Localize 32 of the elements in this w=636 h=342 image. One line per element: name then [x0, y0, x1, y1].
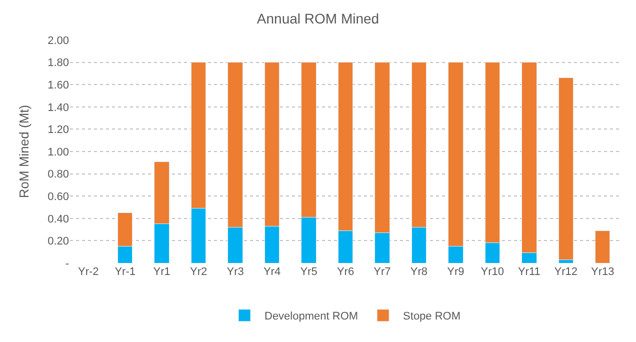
x-tick-label: Yr-2: [78, 266, 99, 278]
x-tick-label: Yr-1: [114, 266, 136, 278]
x-tick-label: Yr3: [226, 266, 244, 278]
y-tick-label: 1.20: [48, 124, 69, 136]
y-tick-label: 1.80: [48, 57, 69, 70]
legend-label: Development ROM: [264, 310, 358, 323]
chart-title: Annual ROM Mined: [256, 10, 380, 26]
x-tick-label: Yr13: [591, 266, 614, 278]
legend-label: Stope ROM: [403, 310, 461, 323]
y-tick-label: 1.00: [48, 146, 69, 158]
y-tick-label: -: [65, 258, 70, 270]
x-tick-label: Yr7: [374, 266, 391, 278]
bar: [595, 230, 610, 263]
x-tick-label: Yr12: [554, 266, 578, 278]
x-tick-label: Yr4: [263, 266, 281, 278]
x-tick-label: Yr2: [190, 266, 208, 278]
y-tick-label: 1.60: [48, 79, 69, 92]
x-tick-label: Yr8: [410, 266, 428, 278]
x-tick-label: Yr6: [336, 266, 354, 278]
y-tick-label: 2.00: [48, 34, 69, 47]
y-tick-label: 0.40: [48, 213, 69, 226]
y-axis-title: RoM Mined (Mt): [16, 104, 32, 198]
x-tick-label: Yr10: [480, 266, 504, 278]
y-tick-label: 0.60: [48, 190, 69, 203]
x-tick-label: Yr9: [447, 266, 464, 278]
bar: [558, 78, 574, 260]
x-tick-label: Yr5: [300, 266, 318, 278]
y-tick-label: 0.20: [48, 236, 69, 248]
y-tick-label: 0.80: [48, 168, 69, 181]
x-tick-label: Yr1: [153, 266, 170, 278]
x-tick-label: Yr11: [518, 266, 540, 278]
y-tick-label: 1.40: [48, 102, 69, 114]
